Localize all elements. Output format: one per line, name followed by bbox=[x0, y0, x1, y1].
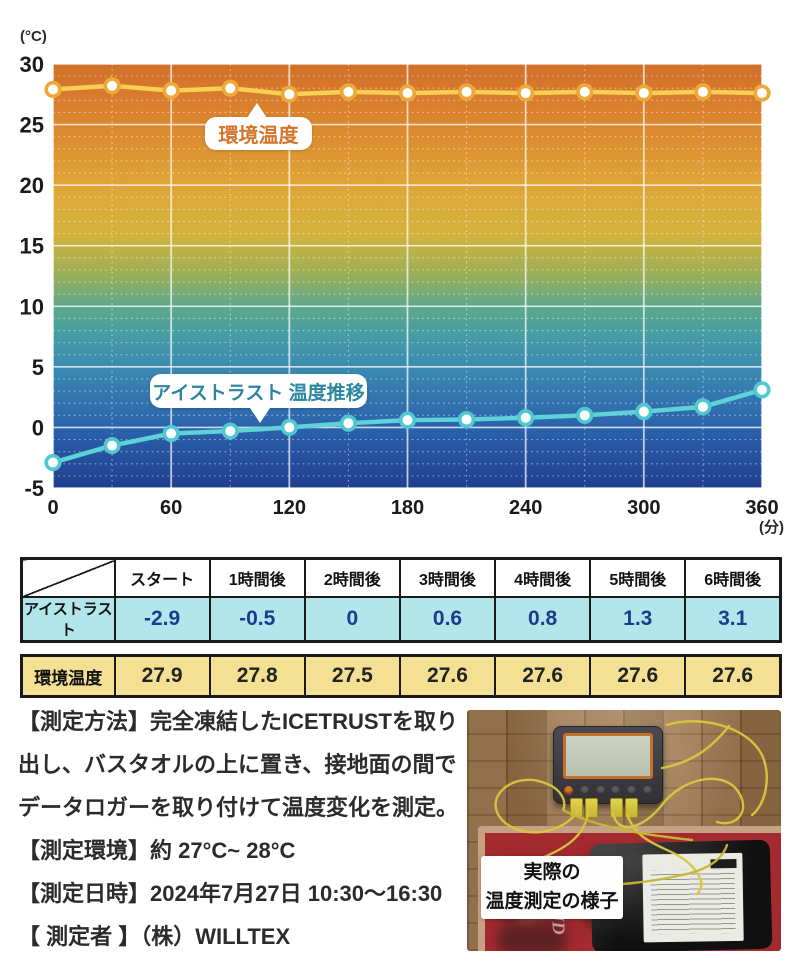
svg-text:30: 30 bbox=[20, 52, 44, 77]
table-value-cell: 0.6 bbox=[398, 596, 497, 643]
table-header-cell: スタート bbox=[113, 557, 211, 598]
data-logger-device bbox=[553, 726, 663, 804]
ice-series-label: アイストラスト 温度推移 bbox=[152, 382, 365, 404]
ice-series bbox=[44, 381, 771, 472]
ambient-series-callout: 環境温度 bbox=[205, 103, 312, 150]
table-corner-cell bbox=[20, 557, 116, 598]
ice-series-callout: アイストラスト 温度推移 bbox=[150, 374, 367, 423]
photo-caption: 実際の 温度測定の様子 bbox=[481, 856, 623, 919]
table-value-cell: 27.5 bbox=[303, 654, 401, 698]
x-axis-unit: (分) bbox=[759, 519, 784, 536]
svg-text:0: 0 bbox=[32, 415, 44, 440]
table-value-cell: 3.1 bbox=[684, 596, 782, 643]
table-value-cell: 0.8 bbox=[494, 596, 592, 643]
table-header-row: スタート 1時間後 2時間後 3時間後 4時間後 5時間後 6時間後 bbox=[20, 557, 782, 598]
ambient-temperature-row: 環境温度 27.9 27.8 27.5 27.6 27.6 27.6 27.6 bbox=[20, 654, 782, 698]
table-header-cell: 4時間後 bbox=[494, 557, 592, 598]
y-axis-unit: (°C) bbox=[20, 28, 47, 45]
probe-connector bbox=[625, 798, 638, 818]
table-value-cell: -0.5 bbox=[208, 596, 306, 643]
table-value-cell: 27.6 bbox=[684, 654, 782, 698]
measurement-photo: WM ND 実際の 温度測定の様子 bbox=[467, 710, 781, 951]
ice-temperature-row: アイストラスト -2.9 -0.5 0 0.6 0.8 1.3 3.1 bbox=[20, 596, 782, 643]
ambient-row-label: 環境温度 bbox=[20, 654, 116, 698]
table-value-cell: 27.6 bbox=[494, 654, 592, 698]
table-header-cell: 2時間後 bbox=[303, 557, 401, 598]
temperature-chart: 30 25 20 15 10 5 0 -5 0 60 120 180 240 300 360 (°C) (分… bbox=[20, 28, 784, 536]
table-header-cell: 3時間後 bbox=[398, 557, 497, 598]
table-header-cell: 5時間後 bbox=[589, 557, 687, 598]
table-value-cell: -2.9 bbox=[113, 596, 211, 643]
svg-text:0: 0 bbox=[47, 497, 58, 519]
svg-text:20: 20 bbox=[20, 173, 44, 198]
data-logger-screen bbox=[563, 733, 653, 779]
table-header-cell: 6時間後 bbox=[684, 557, 782, 598]
measurement-notes: 【測定方法】完全凍結したICETRUSTを取り 出し、バスタオルの上に置き、接地… bbox=[18, 709, 459, 949]
ambient-series bbox=[44, 77, 771, 103]
ice-temperature-table: スタート 1時間後 2時間後 3時間後 4時間後 5時間後 6時間後 アイストラスト -2.… bbox=[20, 557, 782, 643]
table-value-cell: 27.9 bbox=[113, 654, 211, 698]
svg-text:5: 5 bbox=[32, 355, 44, 380]
table-value-cell: 27.6 bbox=[589, 654, 687, 698]
svg-text:10: 10 bbox=[20, 294, 44, 319]
table-value-cell: 27.8 bbox=[208, 654, 306, 698]
svg-text:360: 360 bbox=[745, 497, 778, 519]
svg-text:60: 60 bbox=[160, 497, 182, 519]
svg-text:240: 240 bbox=[509, 497, 542, 519]
svg-text:120: 120 bbox=[273, 497, 306, 519]
table-value-cell: 0 bbox=[303, 596, 401, 643]
ambient-series-label: 環境温度 bbox=[218, 125, 299, 147]
svg-text:180: 180 bbox=[391, 497, 424, 519]
svg-text:-5: -5 bbox=[24, 476, 44, 501]
ambient-temperature-table: 環境温度 27.9 27.8 27.5 27.6 27.6 27.6 27.6 bbox=[20, 654, 782, 698]
table-value-cell: 1.3 bbox=[589, 596, 687, 643]
svg-text:25: 25 bbox=[20, 113, 44, 138]
grid-lines bbox=[52, 63, 763, 489]
measurement-table: スタート 1時間後 2時間後 3時間後 4時間後 5時間後 6時間後 アイストラスト -2.… bbox=[20, 557, 782, 698]
svg-text:15: 15 bbox=[20, 234, 44, 259]
svg-text:300: 300 bbox=[627, 497, 660, 519]
table-header-cell: 1時間後 bbox=[208, 557, 306, 598]
table-value-cell: 27.6 bbox=[398, 654, 497, 698]
thermocouple-wires bbox=[494, 720, 768, 897]
ice-row-label: アイストラスト bbox=[20, 596, 116, 643]
data-logger-buttons bbox=[564, 786, 652, 795]
